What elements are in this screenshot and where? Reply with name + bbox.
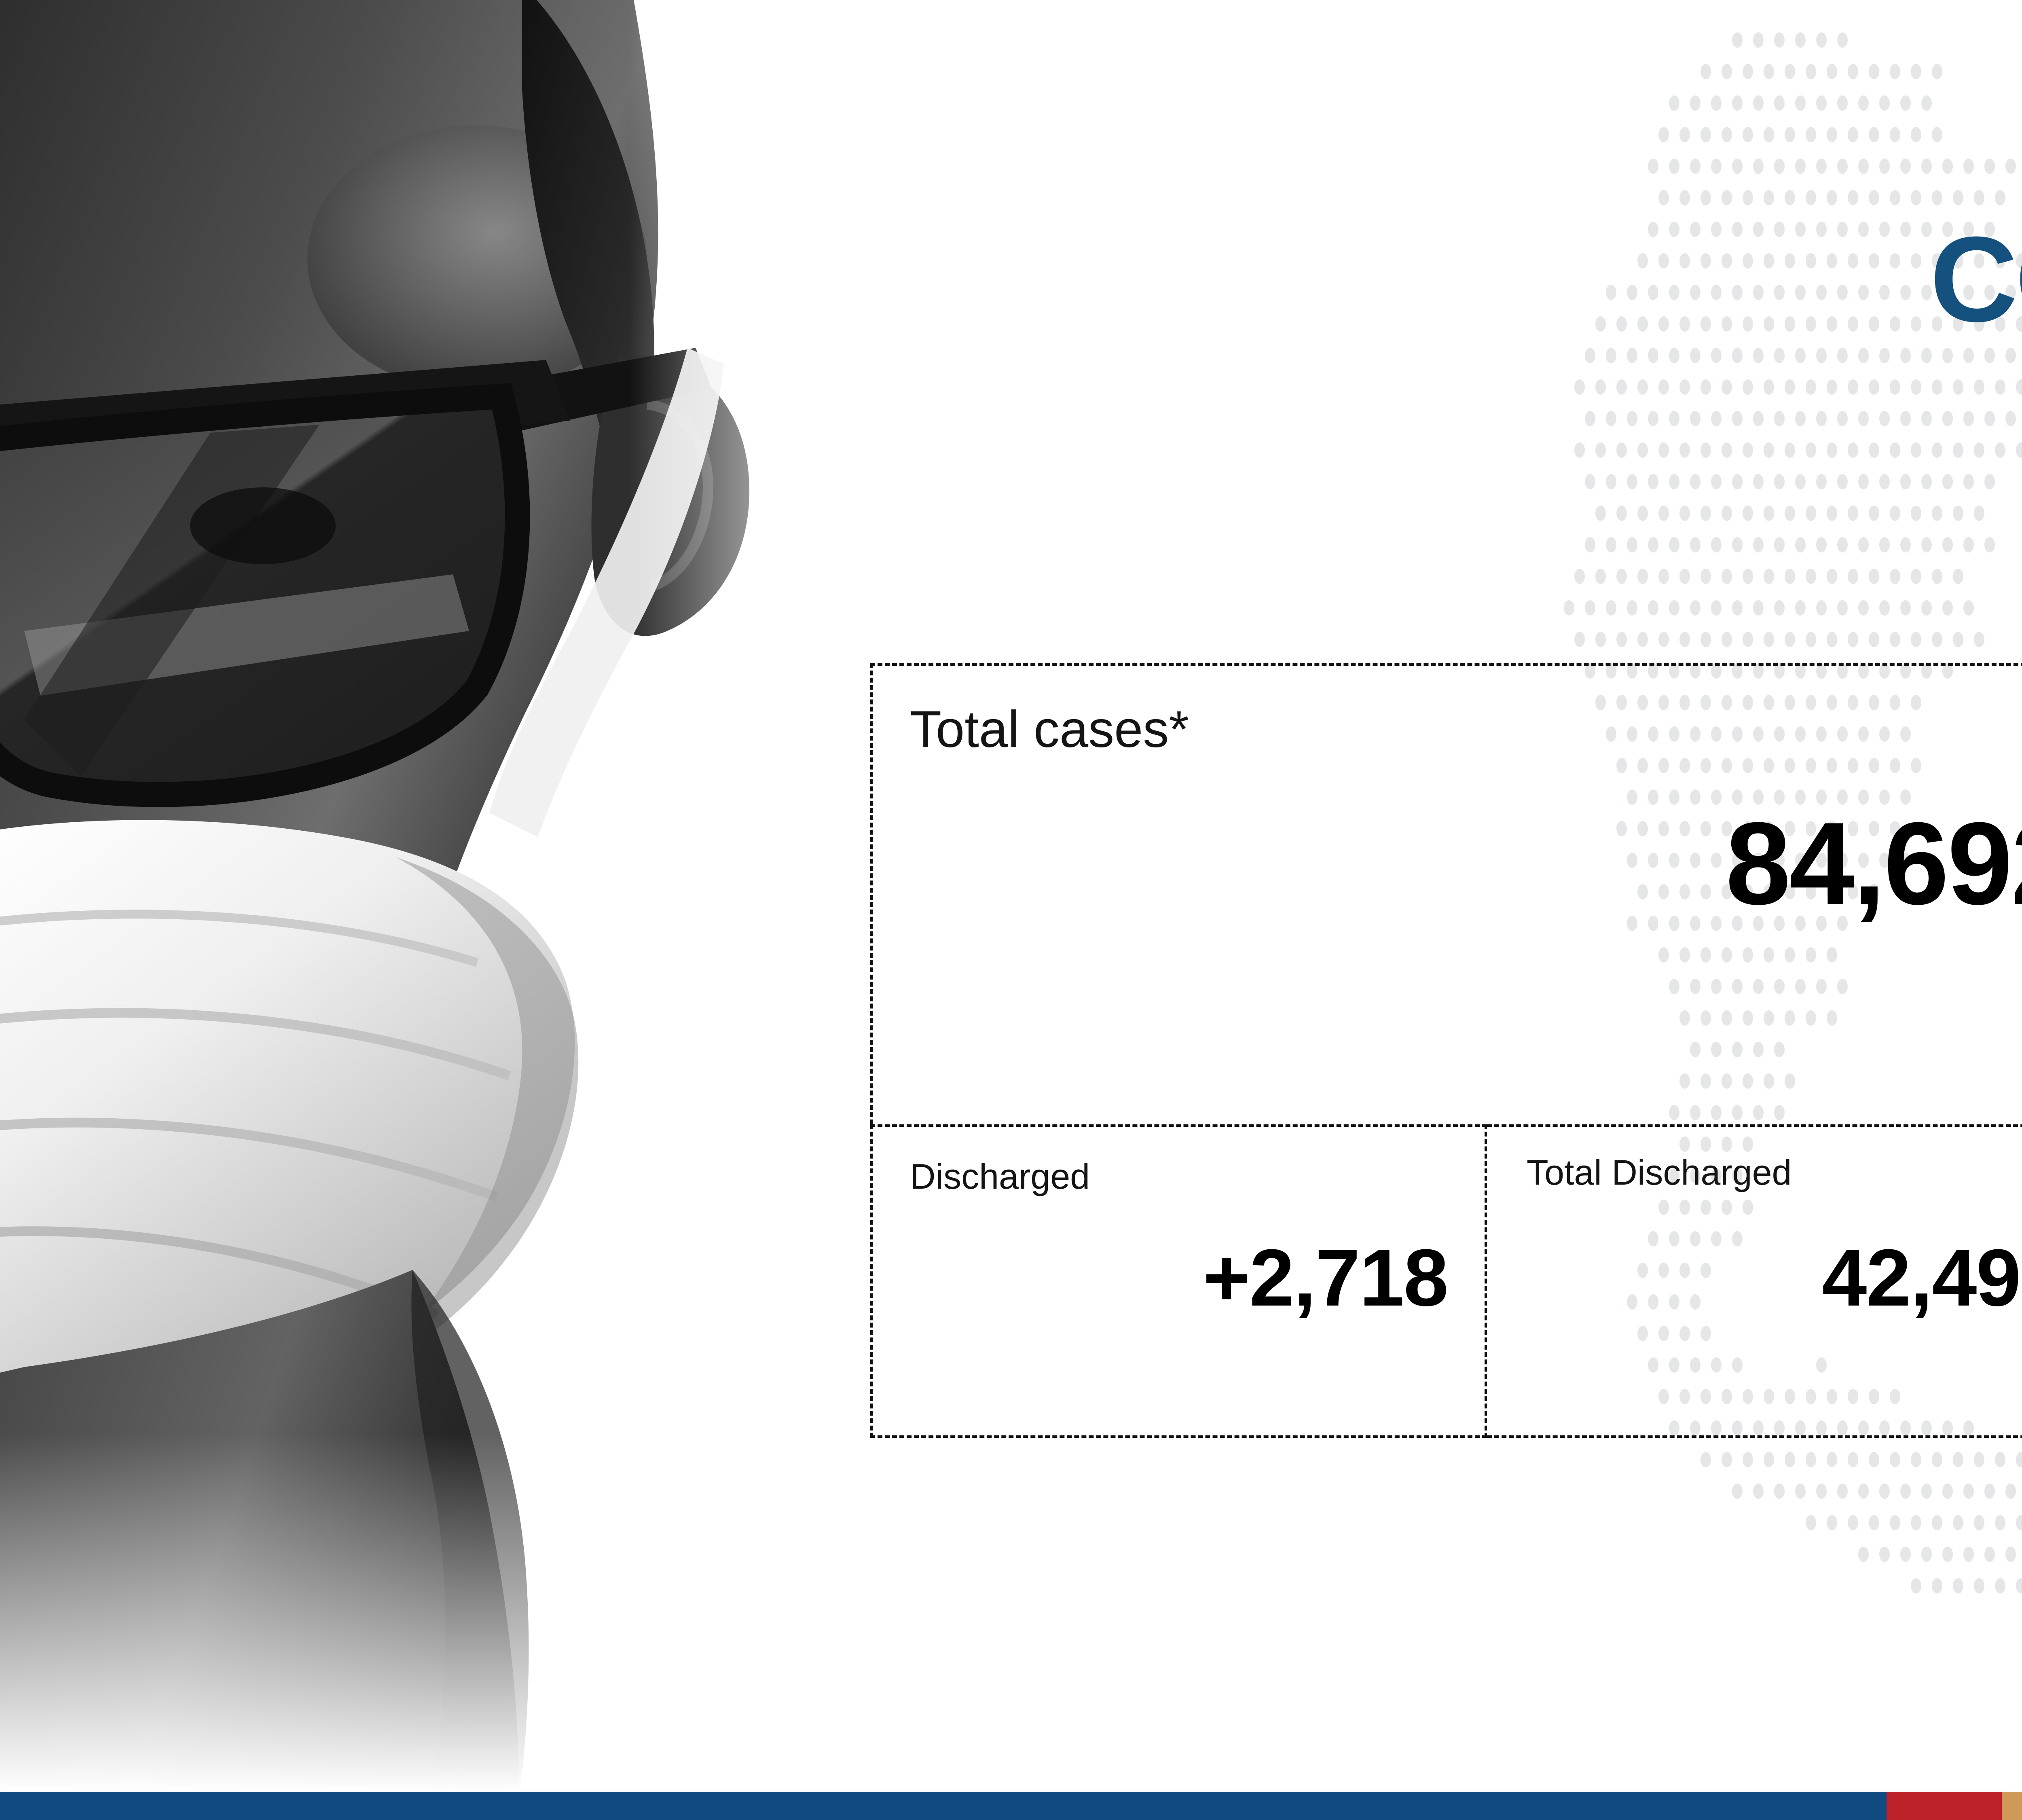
covid-wordmark: COVID–19 [1930, 211, 2022, 347]
total-discharged-box [1487, 1124, 2022, 1438]
discharged-box [870, 1124, 1487, 1438]
discharged-label: Discharged [910, 1156, 1090, 1196]
bottom-bar-red-segment [1887, 1792, 2002, 1820]
bottom-bar-blue-segment [0, 1792, 1887, 1820]
total-cases-value: 84,692 [1726, 798, 2022, 929]
bottom-color-bar [0, 1792, 2022, 1820]
covid-cov: COV [1930, 211, 2022, 347]
total-cases-label: Total cases* [910, 700, 1189, 758]
discharged-value: +2,718 [1203, 1233, 1449, 1323]
total-cases-box [870, 663, 2022, 1124]
title-main-line: COVID–19InTHAILANDupdate [1140, 218, 2022, 340]
total-discharged-label: Total Discharged [1527, 1152, 1792, 1192]
report-date: 18 May 2021 [1140, 350, 2022, 421]
page-title: COVID–19InTHAILANDupdate 18 May 2021 [1140, 218, 2022, 421]
bottom-bar-gold-segment [2002, 1792, 2022, 1820]
total-discharged-value: 42,492 [1822, 1233, 2022, 1323]
masked-person-photo [0, 0, 874, 1792]
